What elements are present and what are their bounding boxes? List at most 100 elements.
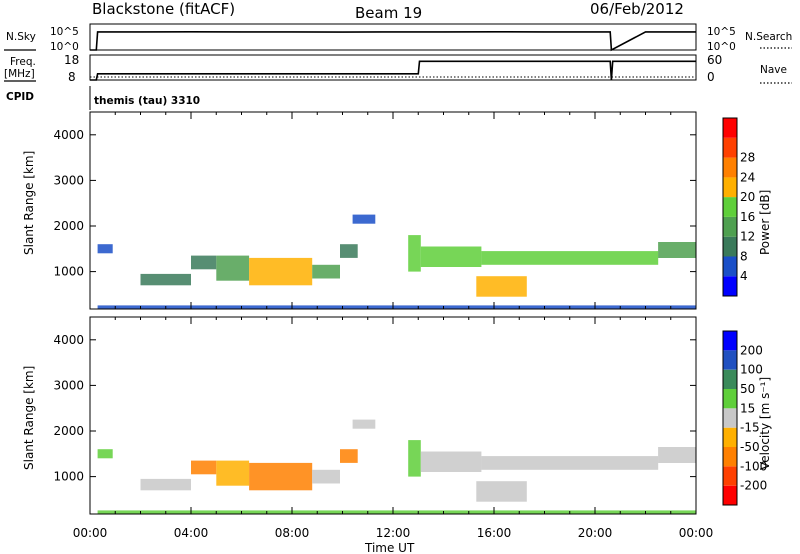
power-band (216, 255, 250, 281)
velocity-colorbar-swatch (723, 466, 737, 486)
power-band (352, 214, 376, 224)
power-colorbar-tick-label: 4 (740, 269, 748, 283)
power-colorbar-frame (722, 117, 738, 297)
velocity-colorbar-swatch (723, 427, 737, 447)
velocity-colorbar-tick-label: 200 (740, 343, 763, 357)
velocity-band (658, 447, 696, 463)
power-colorbar-swatch (723, 236, 737, 257)
power-band (191, 255, 217, 270)
nsearch-tick-bottom: 10^0 (707, 41, 736, 53)
power-band (312, 264, 340, 279)
power-band (97, 244, 113, 254)
velocity-band (420, 451, 482, 472)
power-colorbar: 4 8 12 16 20 24 28 (722, 117, 755, 297)
time-tick-label: 00:00 (679, 526, 714, 540)
power-colorbar-swatch (723, 216, 737, 237)
power-band (97, 305, 697, 309)
velocity-band (340, 449, 358, 463)
power-panel-frame (89, 111, 697, 310)
velocity-colorbar-tick-label: 15 (740, 401, 755, 415)
power-colorbar-swatch (723, 197, 737, 217)
velocity-ylabel: Slant Range [km] (22, 366, 36, 470)
power-band (481, 251, 659, 265)
power-ylabel: Slant Range [km] (22, 151, 36, 255)
nave-tick-bottom: 0 (707, 70, 715, 84)
nsky-tick-top: 10^5 (50, 26, 79, 38)
freq-tick-bottom: 8 (68, 70, 76, 84)
power-colorbar-swatch (723, 256, 737, 277)
power-colorbar-tick-label: 24 (740, 170, 755, 184)
velocity-band (312, 469, 340, 484)
power-ytick-label: 4000 (53, 128, 84, 142)
velocity-ytick-label: 1000 (53, 470, 84, 484)
power-colorbar-swatch (723, 118, 737, 138)
time-axis: 00:00 04:00 08:00 12:00 16:00 20:00 00:00 (73, 526, 714, 540)
power-band (140, 273, 191, 286)
nave-tick-top: 60 (707, 53, 722, 67)
velocity-colorbar-swatch (723, 389, 737, 409)
velocity-colorbar-frame (722, 330, 738, 506)
radar-title: Blackstone (fitACF) (92, 0, 235, 18)
velocity-colorbar-label: Velocity [m s⁻¹] (758, 377, 772, 470)
power-ytick-label: 1000 (53, 265, 84, 279)
velocity-colorbar-swatch (723, 485, 737, 505)
velocity-panel-frame (89, 316, 697, 515)
velocity-ytick-label: 2000 (53, 424, 84, 438)
nave-label: Nave (760, 64, 787, 76)
velocity-band (481, 456, 659, 470)
velocity-colorbar-tick-label: -100 (740, 459, 767, 473)
time-axis-label: Time UT (364, 541, 415, 554)
velocity-colorbar-swatch (723, 369, 737, 389)
velocity-band (352, 419, 376, 429)
time-tick-label: 12:00 (376, 526, 411, 540)
power-colorbar-swatch (723, 157, 737, 178)
velocity-colorbar-tick-label: -15 (740, 421, 760, 435)
power-band (476, 276, 527, 297)
velocity-band (249, 462, 313, 491)
time-tick-label: 16:00 (477, 526, 512, 540)
velocity-ytick-label: 4000 (53, 333, 84, 347)
power-band (249, 257, 313, 286)
nsky-panel-frame (89, 23, 697, 51)
velocity-band (140, 478, 191, 491)
nsearch-tick-top: 10^5 (707, 26, 736, 38)
velocity-band (97, 510, 697, 514)
beam-label: Beam 19 (355, 4, 422, 22)
freq-panel-frame (89, 54, 697, 81)
power-colorbar-label: Power [dB] (758, 190, 772, 255)
power-ytick-label: 2000 (53, 219, 84, 233)
power-band (408, 235, 421, 272)
power-colorbar-tick-label: 28 (740, 151, 755, 165)
velocity-band (408, 440, 421, 477)
nsky-tick-bottom: 10^0 (50, 41, 79, 53)
cpid-text: themis (tau) 3310 (94, 95, 200, 107)
power-heatmap-panel: 1000 2000 3000 4000 (53, 112, 697, 309)
nsky-trace (90, 30, 696, 52)
time-tick-label: 00:00 (73, 526, 108, 540)
velocity-band (476, 481, 527, 502)
freq-tick-top: 18 (64, 53, 79, 67)
freq-trace (90, 60, 696, 81)
velocity-colorbar-tick-label: 50 (740, 382, 755, 396)
date-label: 06/Feb/2012 (590, 0, 684, 18)
power-colorbar-swatch (723, 177, 737, 198)
power-band (340, 244, 358, 258)
power-ytick-label: 3000 (53, 173, 84, 187)
velocity-colorbar-swatch (723, 331, 737, 351)
power-band (420, 246, 482, 267)
velocity-heatmap-panel: 1000 2000 3000 4000 (53, 317, 697, 514)
power-colorbar-tick-label: 20 (740, 190, 755, 204)
velocity-colorbar-tick-label: -200 (740, 479, 767, 493)
time-tick-label: 04:00 (174, 526, 209, 540)
power-colorbar-swatch (723, 276, 737, 296)
velocity-band (191, 460, 217, 475)
velocity-ytick-label: 3000 (53, 378, 84, 392)
power-colorbar-tick-label: 8 (740, 249, 748, 263)
velocity-colorbar: -200 -100 -50 -15 15 50 100 200 (722, 330, 767, 506)
velocity-band (97, 449, 113, 459)
power-colorbar-swatch (723, 137, 737, 158)
nsky-label: N.Sky (6, 31, 36, 43)
velocity-colorbar-tick-label: 100 (740, 363, 763, 377)
velocity-colorbar-swatch (723, 447, 737, 467)
